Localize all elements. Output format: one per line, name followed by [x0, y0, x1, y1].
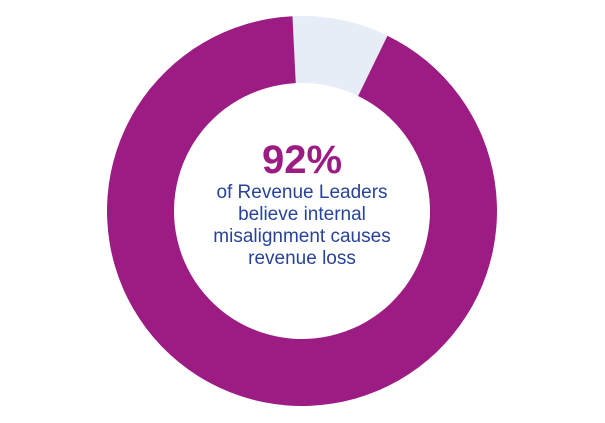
donut-slices	[107, 16, 498, 407]
caption-line-1: of Revenue Leaders	[216, 182, 388, 203]
headline-percentage: 92%	[261, 138, 343, 182]
caption-text: of Revenue Leaders believe internal misa…	[172, 182, 432, 270]
donut-slice-believe	[107, 16, 498, 407]
caption-line-4: revenue loss	[248, 248, 356, 269]
caption-line-2: believe internal	[238, 204, 366, 225]
center-label: 92% of Revenue Leaders believe internal …	[172, 138, 432, 270]
donut-slice-do-not-believe	[292, 16, 388, 96]
caption-line-3: misalignment causes	[213, 226, 391, 247]
